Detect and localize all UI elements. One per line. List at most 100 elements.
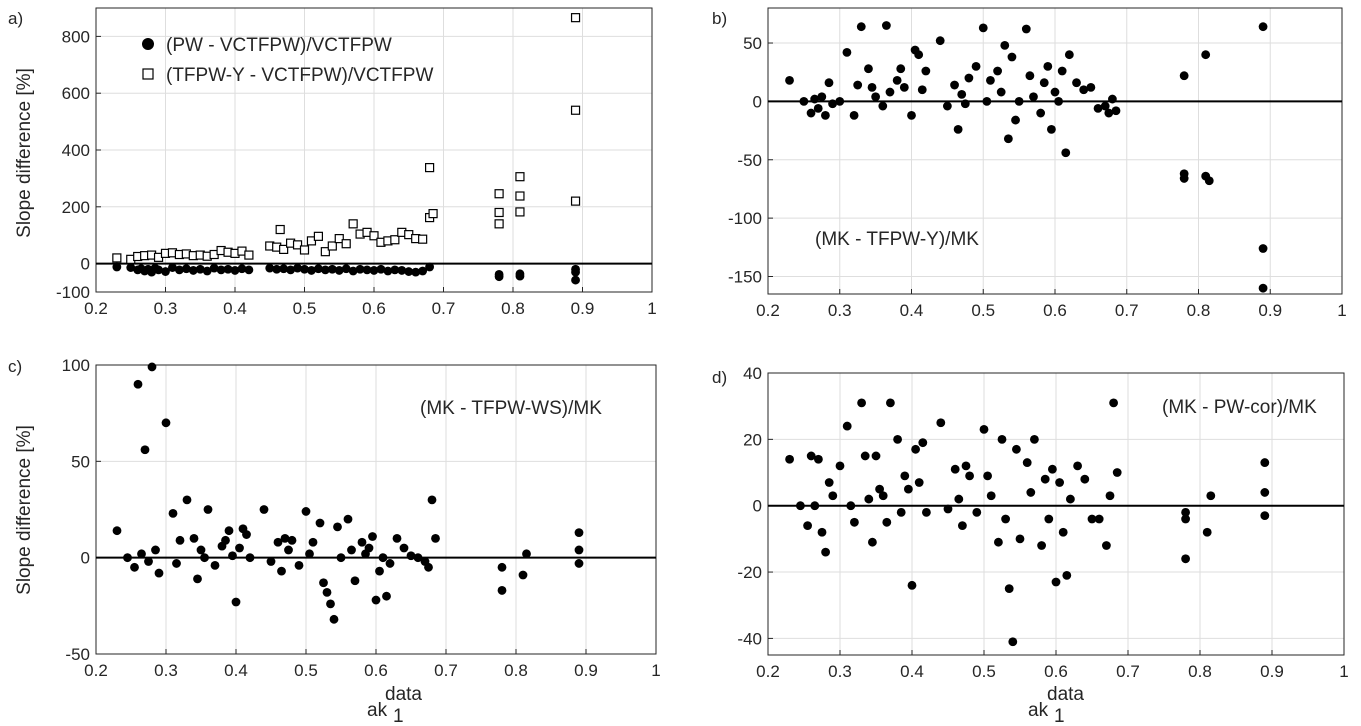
- panel-c-series-0-point: [574, 528, 584, 538]
- panel-c-series-0-point: [497, 586, 507, 595]
- panel-d-series-0-point: [958, 521, 967, 531]
- panel-b-x-tick-label: 0.8: [1187, 301, 1211, 320]
- panel-b-series-0-point: [824, 78, 834, 88]
- panel-a-x-tick-label: 0.2: [84, 299, 108, 318]
- panel-d-series-0-point: [828, 491, 838, 501]
- panel-a: a) 0.2 0.3 0.4 0.5 0.6 0.7 0.8 0.9 1 -100 0 200 400 6…: [8, 7, 657, 318]
- panel-b-series-0-point: [785, 75, 794, 85]
- panel-c-x-axis-label: ak 1 data: [367, 684, 422, 726]
- panel-a-series-0-point: [112, 262, 122, 272]
- panel-b-series-0-point: [806, 108, 816, 118]
- panel-d-x-axis-label-sup: data: [1047, 684, 1084, 705]
- panel-b-series-0-point: [1003, 134, 1013, 144]
- panel-c-x-tick-label: 0.3: [154, 661, 178, 680]
- panel-c-series-0-point: [294, 560, 304, 570]
- panel-a-series-0-point: [494, 272, 504, 282]
- panel-a-series-0-point: [571, 267, 580, 277]
- panel-a-series-0-point: [341, 264, 351, 274]
- panel-a-series-0-point: [515, 271, 525, 281]
- panel-a-series-0-point: [188, 266, 198, 275]
- panel-b-series-0-point: [799, 96, 809, 106]
- panel-a-series-1-point: [369, 231, 379, 241]
- panel-c-series-0-point: [242, 530, 251, 539]
- panel-a-series-0-point: [571, 275, 580, 285]
- panel-a-x-tick-label: 0.5: [293, 299, 317, 318]
- panel-d-series-0-point: [1040, 474, 1050, 484]
- panel-d-series-0-point: [850, 517, 859, 527]
- panel-a-series-1-point: [515, 191, 525, 201]
- panel-c-series-0-point: [368, 532, 377, 541]
- panel-b-plot-area: 0.2 0.3 0.4 0.5 0.6 0.7 0.8 0.9 1 -150 -100 -50 0 50 (…: [728, 7, 1347, 320]
- panel-b-series-0-point: [1093, 103, 1103, 113]
- panel-c-x-tick-label: 0.8: [504, 661, 528, 680]
- panel-d-x-tick-label: 0.5: [972, 662, 996, 681]
- panel-a-series-0-point: [411, 267, 421, 277]
- panel-c-x-tick-label: 0.2: [84, 661, 108, 680]
- panel-a-series-0-point: [397, 266, 407, 275]
- panel-c-series-0-point: [112, 526, 122, 536]
- panel-d-series-0-point: [1051, 577, 1061, 587]
- panel-b-series-0-point: [1000, 40, 1010, 50]
- panel-d-series-0-point: [882, 517, 892, 527]
- panel-b-series-0-point: [960, 99, 970, 109]
- panel-d-series-0-point: [821, 547, 830, 557]
- panel-a-series-1-point: [494, 207, 504, 218]
- panel-a-series-0-point: [314, 264, 323, 274]
- panel-d-series-0-point: [875, 484, 884, 494]
- panel-c-series-0-point: [385, 559, 395, 568]
- panel-b-y-tick-label: -50: [737, 151, 762, 170]
- panel-b-series-0-point: [1072, 78, 1081, 88]
- panel-b-series-0-point: [1108, 94, 1117, 104]
- panel-d-series-0-point: [979, 425, 989, 434]
- panel-d-series-0-point: [803, 521, 812, 531]
- panel-d-series-0-point: [1015, 534, 1025, 544]
- panel-d-series-0-point: [864, 494, 874, 504]
- panel-c-series-0-point: [133, 379, 143, 389]
- panel-c-plot-area: 0.2 0.3 0.4 0.5 0.6 0.7 0.8 0.9 1 -50 0 50 100 (MK - …: [62, 356, 661, 680]
- panel-c-series-0-point: [574, 545, 584, 555]
- panel-c-series-0-point: [266, 557, 276, 566]
- panel-b-series-0-point: [1179, 174, 1189, 183]
- panel-b-series-0-point: [993, 66, 1002, 76]
- panel-d-series-0-point: [914, 478, 924, 487]
- panel-a-series-0-point: [126, 263, 136, 272]
- panel-a-x-tick-label: 0.7: [432, 299, 456, 318]
- panel-b-x-tick-label: 0.2: [756, 301, 780, 320]
- panel-d-series-0-point: [1109, 398, 1118, 408]
- panel-a-series-0-point: [376, 264, 386, 274]
- panel-b-series-0-point: [1201, 50, 1211, 60]
- panel-c-y-tick-label: 100: [62, 356, 90, 375]
- panel-d-series-0-point: [1260, 488, 1270, 497]
- panel-b-series-0-point: [1111, 106, 1121, 116]
- panel-d-series-0-point: [961, 461, 971, 471]
- panel-c-x-tick-label: 1: [651, 661, 660, 680]
- panel-b-series-0-point: [1043, 61, 1053, 71]
- panel-c-series-0-point: [574, 559, 584, 568]
- panel-b-series-0-point: [921, 66, 931, 76]
- panel-c-series-0-point: [144, 557, 153, 566]
- panel-a-series-0-point: [175, 265, 184, 275]
- panel-d-series-0-point: [824, 478, 834, 487]
- panel-a-series-0-point: [265, 263, 275, 273]
- panel-c-x-tick-label: 0.7: [434, 661, 458, 680]
- panel-d-x-axis-label-ak: ak: [1028, 700, 1049, 721]
- panel-b-series-0-point: [986, 75, 995, 85]
- panel-c-series-0-point: [277, 566, 286, 576]
- panel-a-series-1-point: [244, 250, 254, 260]
- panel-c-series-0-point: [175, 535, 185, 545]
- panel-d-series-0-point: [842, 421, 852, 431]
- panel-c-series-0-point: [137, 549, 146, 559]
- panel-b-series-0-point: [1014, 96, 1024, 106]
- panel-c-series-0-point: [329, 614, 339, 624]
- panel-d-series-0-point: [1058, 527, 1068, 537]
- panel-c-series-0-point: [259, 505, 269, 514]
- panel-a-x-tick-label: 0.4: [223, 299, 247, 318]
- panel-a-legend-marker: [142, 68, 154, 80]
- panel-b-x-tick-label: 0.4: [900, 301, 924, 320]
- panel-d-series-0-point: [997, 434, 1007, 444]
- panel-c-series-0-point: [308, 537, 318, 547]
- panel-b-series-0-point: [892, 75, 902, 85]
- panel-d-series-0-point: [994, 537, 1003, 547]
- panel-d-series-0-point: [878, 491, 888, 501]
